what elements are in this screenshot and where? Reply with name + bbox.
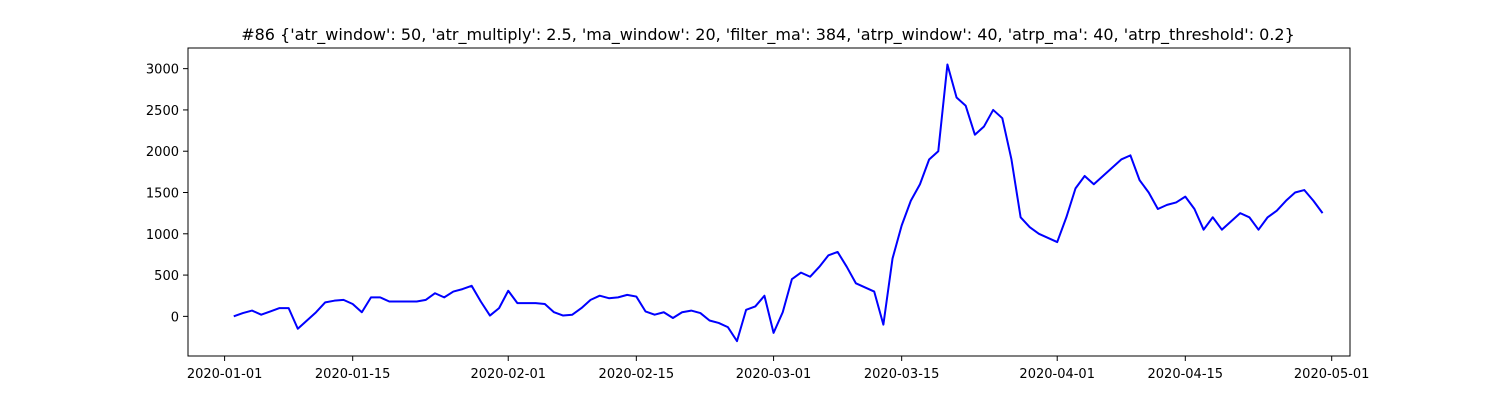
x-tick-label: 2020-02-01 xyxy=(470,367,546,382)
x-tick-label: 2020-01-15 xyxy=(315,367,391,382)
x-axis: 2020-01-01 2020-01-15 2020-02-01 2020-02-15… xyxy=(187,356,1370,382)
series-line xyxy=(233,63,1324,343)
y-tick-label: 2000 xyxy=(146,145,179,160)
x-tick-label: 2020-03-01 xyxy=(736,367,812,382)
y-tick-label: 3000 xyxy=(146,63,179,78)
y-tick-label: 1500 xyxy=(146,187,179,202)
x-tick-label: 2020-05-01 xyxy=(1294,367,1370,382)
x-tick-label: 2020-03-15 xyxy=(864,367,940,382)
x-tick-label: 2020-02-15 xyxy=(599,367,675,382)
y-tick-label: 1000 xyxy=(146,228,179,243)
y-tick-label: 0 xyxy=(171,310,179,325)
chart-title: #86 {'atr_window': 50, 'atr_multiply': 2… xyxy=(241,25,1295,45)
y-axis: 0 500 1000 1500 2000 2500 3000 xyxy=(146,63,188,325)
plot-frame xyxy=(187,47,1351,357)
x-tick-label: 2020-01-01 xyxy=(187,367,263,382)
y-tick-label: 2500 xyxy=(146,104,179,119)
x-tick-label: 2020-04-01 xyxy=(1019,367,1095,382)
y-tick-label: 500 xyxy=(154,269,179,284)
x-tick-label: 2020-04-15 xyxy=(1148,367,1224,382)
